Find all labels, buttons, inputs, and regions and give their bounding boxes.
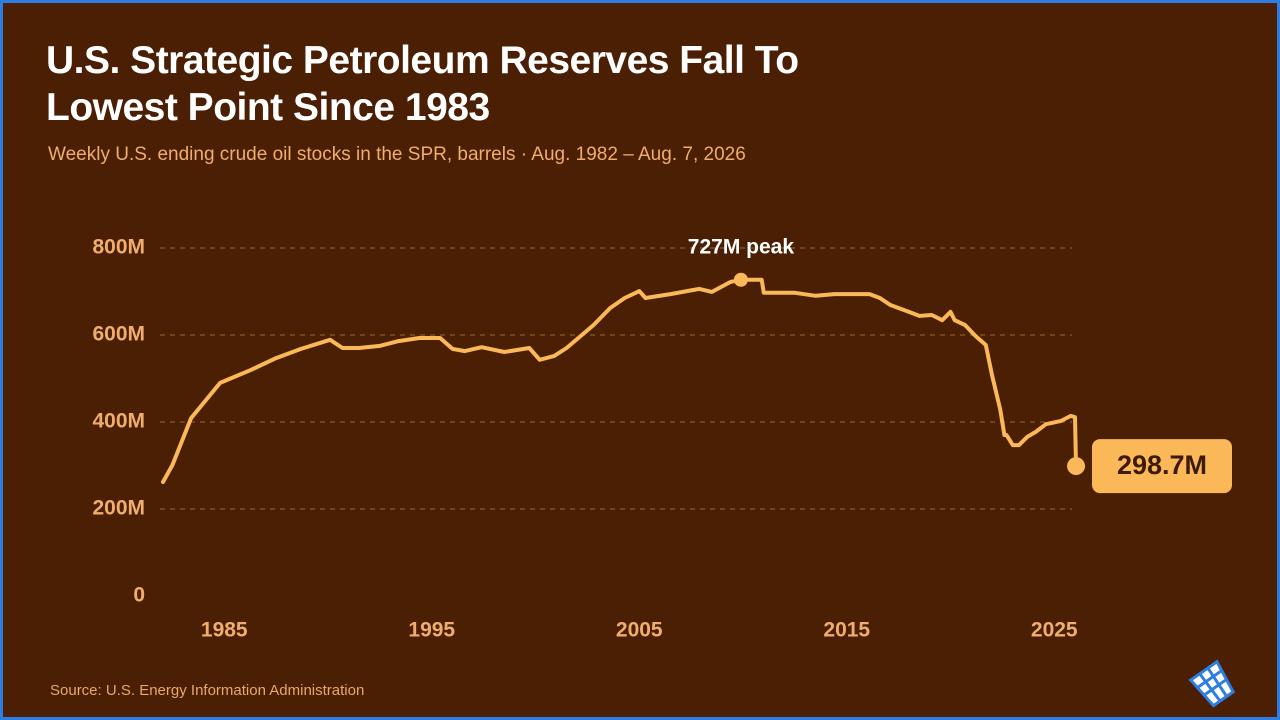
callout-box	[1092, 439, 1232, 494]
y-tick-label: 800M	[92, 236, 145, 259]
y-tick-label: 0	[133, 584, 145, 607]
y-tick-label: 400M	[92, 410, 145, 433]
chart: 0 200M 400M 600M 800M 1985 1995 2005 2015 2025 727…	[92, 235, 1236, 708]
annotation-point	[1067, 457, 1086, 476]
y-tick-label: 600M	[92, 323, 145, 346]
annotation-label: 727M peak	[688, 235, 795, 258]
x-tick-label: 1995	[408, 619, 455, 642]
annotation-point	[733, 272, 748, 287]
y-tick-label: 200M	[92, 497, 145, 520]
chart-title: U.S. Strategic Petroleum Reserves Fall T…	[46, 39, 799, 129]
x-tick-label: 1985	[201, 619, 248, 642]
source-note: Source: U.S. Energy Information Administ…	[50, 682, 365, 699]
x-tick-label: 2005	[616, 619, 663, 642]
annotation-label: 298.7M	[1117, 450, 1207, 480]
chart-subtitle: Weekly U.S. ending crude oil stocks in t…	[48, 144, 746, 165]
callout: 298.7M	[1092, 439, 1232, 494]
x-tick-label: 2025	[1031, 619, 1078, 642]
x-tick-label: 2015	[823, 619, 870, 642]
logo	[1188, 659, 1236, 708]
data-line	[161, 277, 1078, 484]
